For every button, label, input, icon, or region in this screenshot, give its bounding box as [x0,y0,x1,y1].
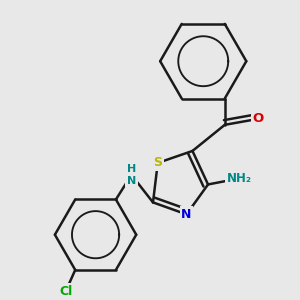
Text: NH₂: NH₂ [226,172,252,185]
Text: N: N [181,208,192,221]
Text: S: S [153,156,162,170]
Text: Cl: Cl [59,285,72,298]
Text: H
N: H N [127,164,136,186]
Text: O: O [253,112,264,125]
